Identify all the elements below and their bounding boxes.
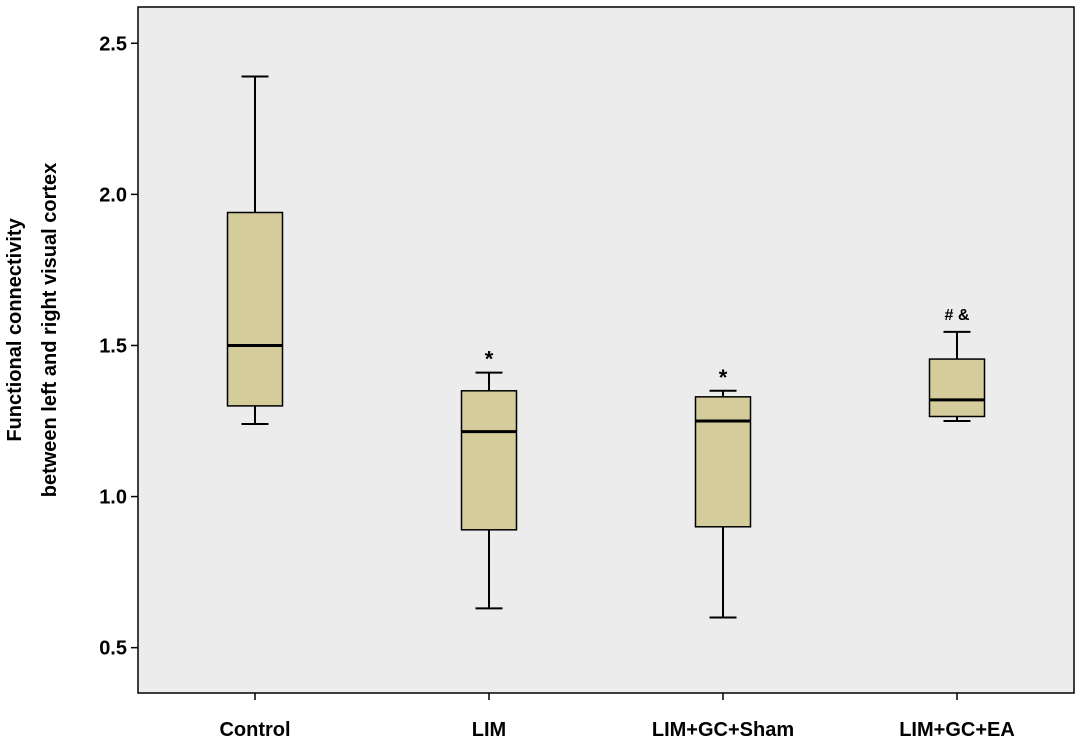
- significance-annotation: *: [485, 347, 494, 372]
- y-axis-title-line2: between left and right visual cortex: [39, 163, 61, 498]
- iqr-box: [694, 396, 752, 528]
- x-category-label: LIM: [472, 719, 506, 741]
- plot-area: [137, 6, 1075, 694]
- iqr-box: [460, 390, 518, 531]
- y-tick-label: 2.5: [99, 33, 127, 55]
- significance-annotation: # &: [945, 307, 970, 324]
- box-control: [226, 75, 284, 426]
- boxes-layer: * * # &: [226, 75, 986, 619]
- y-tick-label: 2.0: [99, 184, 127, 206]
- x-axis: Control LIM LIM+GC+Sham LIM+GC+EA: [219, 693, 1015, 741]
- y-axis-title: Functional connectivity between left and…: [4, 163, 61, 498]
- x-category-label: LIM+GC+EA: [899, 719, 1015, 741]
- iqr-box: [928, 358, 986, 418]
- box-lim-gc-sham: *: [694, 365, 752, 619]
- x-category-label: LIM+GC+Sham: [652, 719, 794, 741]
- significance-annotation: *: [719, 365, 728, 390]
- box-lim: *: [460, 347, 518, 610]
- y-tick-label: 1.5: [99, 335, 127, 357]
- x-category-label: Control: [219, 719, 290, 741]
- y-axis: 0.5 1.0 1.5 2.0 2.5: [99, 33, 138, 660]
- box-lim-gc-ea: # &: [928, 307, 986, 423]
- iqr-box: [226, 211, 284, 407]
- y-tick-label: 1.0: [99, 487, 127, 509]
- y-tick-label: 0.5: [99, 638, 127, 660]
- y-axis-title-line1: Functional connectivity: [4, 217, 26, 441]
